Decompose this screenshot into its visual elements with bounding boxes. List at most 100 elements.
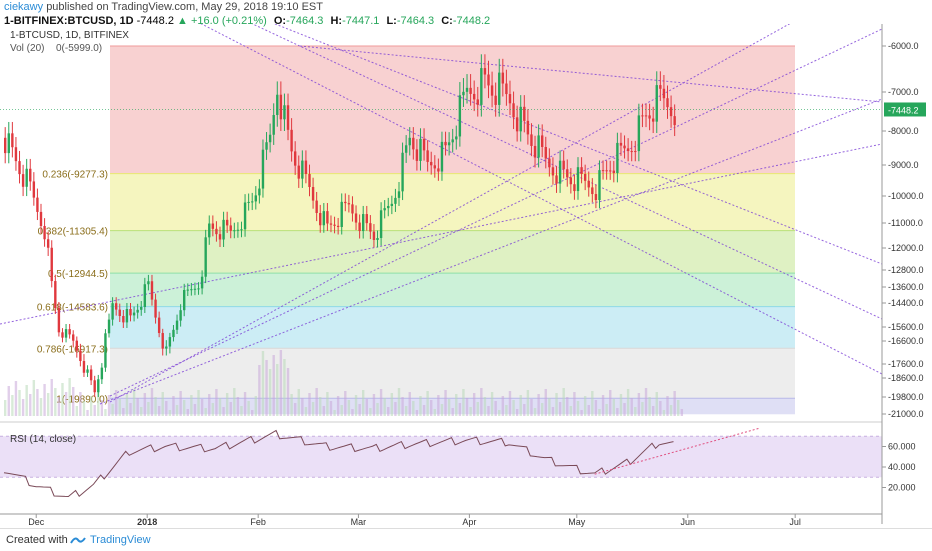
candle-body xyxy=(526,120,530,135)
volume-bar xyxy=(426,391,429,416)
candle-body xyxy=(36,197,39,212)
last-price: -7448.2 xyxy=(136,15,174,27)
volume-bar xyxy=(669,405,673,416)
volume-bar xyxy=(394,402,397,416)
x-tick-label: 2018 xyxy=(137,517,157,527)
y-tick-label: -19800.0 xyxy=(888,392,924,402)
volume-bar xyxy=(50,379,53,416)
fib-band xyxy=(110,273,795,307)
volume-bar xyxy=(440,404,444,416)
candle-body xyxy=(369,223,372,232)
volume-bar xyxy=(659,401,662,416)
volume-bar xyxy=(308,393,311,416)
volume-bar xyxy=(11,395,14,416)
candle-body xyxy=(662,88,666,99)
candle-body xyxy=(523,106,526,121)
candle-body xyxy=(329,223,333,225)
volume-bar xyxy=(430,400,433,416)
volume-bar xyxy=(369,408,372,416)
candle-body xyxy=(315,200,318,214)
candle-body xyxy=(541,135,544,147)
y-tick-label: -18600.0 xyxy=(888,373,924,383)
volume-bar xyxy=(562,388,565,416)
candle-body xyxy=(100,367,104,380)
volume-bar xyxy=(82,401,86,416)
volume-bar xyxy=(326,392,329,416)
volume-bar xyxy=(183,400,186,416)
volume-bar xyxy=(64,392,68,416)
low-label: L: xyxy=(386,15,397,27)
volume-bar xyxy=(319,397,322,416)
y-tick-label: -11000.0 xyxy=(888,218,923,228)
volume-bar xyxy=(576,401,580,416)
tradingview-brand-link[interactable]: TradingView xyxy=(90,534,151,546)
candle-body xyxy=(530,134,533,146)
volume-bar xyxy=(175,405,179,416)
volume-bar xyxy=(573,392,576,416)
candle-body xyxy=(179,310,182,321)
candle-body xyxy=(344,201,347,204)
volume-bar xyxy=(301,398,304,416)
candle-body xyxy=(612,170,615,174)
y-tick-label: -12000.0 xyxy=(888,243,924,253)
candle-body xyxy=(272,115,275,135)
candle-body xyxy=(415,149,419,161)
candle-body xyxy=(544,146,547,159)
price-chart[interactable]: 0.236(-9277.3) 0.382(-11305.4) 0.5(-12944.… xyxy=(0,24,932,528)
candle-body xyxy=(551,167,555,176)
volume-bar xyxy=(390,393,394,416)
candle-body xyxy=(283,105,286,120)
candle-body xyxy=(397,191,401,198)
candle-body xyxy=(7,133,10,154)
volume-label: Vol (20) xyxy=(10,43,44,54)
fib-level-label: 0.786(-16917.3) xyxy=(37,344,108,355)
symbol-label: 1-BITFINEX:BTCUSD, 1D xyxy=(4,15,134,27)
candle-body xyxy=(143,284,147,307)
candle-body xyxy=(322,211,326,226)
up-arrow-icon: ▲ xyxy=(177,15,188,27)
candle-body xyxy=(183,290,186,311)
volume-bar xyxy=(279,350,283,416)
author-link[interactable]: ciekawy xyxy=(4,1,44,13)
volume-bar xyxy=(580,410,583,416)
candle-body xyxy=(29,168,32,182)
candle-body xyxy=(79,350,82,362)
volume-bar xyxy=(297,389,300,416)
volume-bar xyxy=(383,398,386,416)
volume-bar xyxy=(251,410,254,416)
candle-body xyxy=(623,145,626,149)
volume-bar xyxy=(655,392,658,416)
fib-band xyxy=(110,46,795,174)
volume-bar xyxy=(437,395,440,416)
candle-body xyxy=(365,214,368,224)
candle-body xyxy=(455,136,458,140)
volume-bar xyxy=(666,396,669,416)
candle-body xyxy=(107,319,111,334)
candle-body xyxy=(372,231,376,240)
volume-bar xyxy=(462,389,465,416)
y-tick-label: -9000.0 xyxy=(888,160,919,170)
volume-bar xyxy=(594,400,598,416)
candle-body xyxy=(319,213,322,226)
candle-body xyxy=(480,68,483,105)
candle-body xyxy=(190,289,193,291)
volume-bar xyxy=(136,398,139,416)
volume-bar xyxy=(344,391,347,416)
fib-level-label: 0.382(-11305.4) xyxy=(38,227,108,238)
candle-body xyxy=(93,380,96,393)
candles xyxy=(4,54,676,397)
rsi-y-tick-label: 20.000 xyxy=(888,483,916,493)
fib-level-label: 1(-19890.0) xyxy=(56,394,108,405)
candle-body xyxy=(251,201,254,203)
candle-body xyxy=(351,204,354,214)
footer: Created with TradingView xyxy=(0,528,932,551)
candle-body xyxy=(555,175,558,184)
candle-body xyxy=(576,167,580,192)
close-value: -7448.2 xyxy=(452,15,491,27)
candle-body xyxy=(387,205,390,209)
candle-body xyxy=(508,94,512,104)
volume-bar xyxy=(634,407,637,416)
candle-body xyxy=(229,225,232,231)
candle-body xyxy=(50,247,53,282)
candle-body xyxy=(122,316,125,323)
